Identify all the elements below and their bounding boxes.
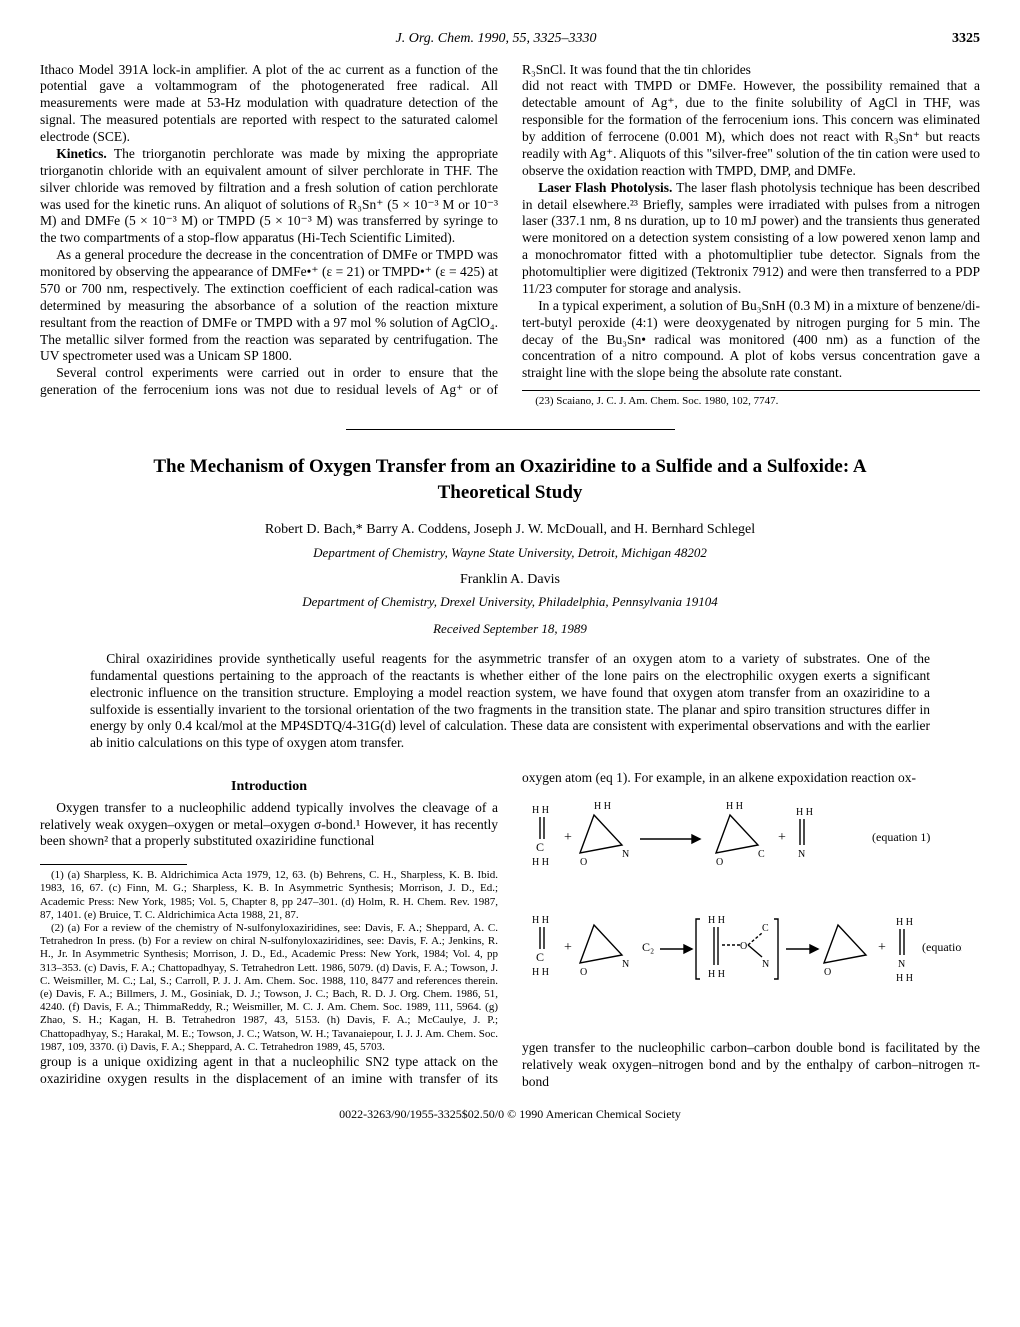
svg-text:H H: H H [594, 801, 611, 812]
page-number: 3325 [952, 30, 980, 48]
svg-text:+: + [878, 940, 886, 955]
introduction-heading: Introduction [40, 778, 498, 796]
ref-1: (1) (a) Sharpless, K. B. Aldrichimica Ac… [40, 869, 498, 922]
svg-text:N: N [622, 849, 629, 860]
eq1-label: (equation 1) [872, 830, 930, 844]
svg-text:+: + [564, 940, 572, 955]
svg-text:H H: H H [532, 857, 549, 868]
svg-text:N: N [762, 959, 769, 970]
article-title: The Mechanism of Oxygen Transfer from an… [120, 454, 900, 505]
upper-p2: Kinetics. The triorganotin perchlorate w… [40, 146, 498, 247]
svg-text:H H: H H [532, 805, 549, 816]
running-header: J. Org. Chem. 1990, 55, 3325–3330 3325 [40, 30, 980, 48]
svg-text:O: O [580, 857, 587, 868]
svg-text:H H: H H [708, 915, 725, 926]
svg-text:N: N [898, 959, 905, 970]
reference-rule [522, 390, 980, 391]
journal-citation: J. Org. Chem. 1990, 55, 3325–3330 [396, 30, 597, 48]
svg-text:O: O [824, 967, 831, 978]
svg-text:C: C [762, 923, 769, 934]
footnote-refs: (1) (a) Sharpless, K. B. Aldrichimica Ac… [40, 869, 498, 1054]
affiliation-1: Department of Chemistry, Wayne State Uni… [40, 545, 980, 561]
footnote-rule [40, 864, 187, 865]
upper-p1: Ithaco Model 391A lock-in amplifier. A p… [40, 62, 498, 146]
intro-p3: ygen transfer to the nucleophilic carbon… [522, 1040, 980, 1091]
upper-col2-p2: Laser Flash Photolysis. The laser flash … [522, 180, 980, 298]
svg-text:+: + [564, 830, 572, 845]
svg-text:O: O [580, 967, 587, 978]
copyright-footer: 0022-3263/90/1955-3325$02.50/0 © 1990 Am… [40, 1107, 980, 1122]
svg-text:H H: H H [896, 973, 913, 984]
upper-p3: As a general procedure the decrease in t… [40, 247, 498, 365]
kinetics-label: Kinetics. [56, 146, 107, 161]
svg-text:H H: H H [532, 915, 549, 926]
equations-svg: H H C H H + O N H H O H H C [522, 795, 962, 1025]
upper-col2-p2-body: The laser flash photolysis technique has… [522, 180, 980, 296]
ref-23: (23) Scaiano, J. C. J. Am. Chem. Soc. 19… [522, 395, 980, 409]
svg-text:H H: H H [708, 969, 725, 980]
upper-p2-body: The triorganotin perchlorate was made by… [40, 146, 498, 245]
affiliation-2: Department of Chemistry, Drexel Universi… [40, 594, 980, 610]
equations-figure: H H C H H + O N H H O H H C [522, 795, 980, 1030]
main-article-body: Introduction Oxygen transfer to a nucleo… [40, 770, 980, 1090]
upper-col2-p3: In a typical experiment, a solution of B… [522, 298, 980, 382]
svg-text:H H: H H [532, 967, 549, 978]
svg-text:N: N [622, 959, 629, 970]
ref-2: (2) (a) For a review of the chemistry of… [40, 922, 498, 1054]
svg-text:H H: H H [726, 801, 743, 812]
authors-line-1: Robert D. Bach,* Barry A. Coddens, Josep… [40, 521, 980, 539]
svg-text:H H: H H [896, 917, 913, 928]
laser-flash-label: Laser Flash Photolysis. [538, 180, 672, 195]
upper-col2-p1: did not react with TMPD or DMFe. However… [522, 78, 980, 179]
article-separator [346, 429, 675, 430]
c2-label: C₂ [642, 940, 654, 954]
svg-text:N: N [798, 849, 805, 860]
received-date: Received September 18, 1989 [40, 621, 980, 637]
svg-text:C: C [758, 849, 765, 860]
upper-article-fragment: Ithaco Model 391A lock-in amplifier. A p… [40, 62, 980, 409]
svg-text:H H: H H [796, 807, 813, 818]
svg-text:C: C [536, 950, 544, 964]
svg-text:+: + [778, 830, 786, 845]
eq2-label: (equation 2) [922, 940, 962, 954]
abstract-text: Chiral oxaziridines provide syntheticall… [90, 651, 930, 752]
svg-text:C: C [536, 840, 544, 854]
intro-p1: Oxygen transfer to a nucleophilic addend… [40, 800, 498, 851]
abstract-block: Chiral oxaziridines provide syntheticall… [90, 651, 930, 752]
svg-text:O: O [716, 857, 723, 868]
authors-line-2: Franklin A. Davis [40, 571, 980, 589]
svg-text:O: O [740, 941, 747, 952]
